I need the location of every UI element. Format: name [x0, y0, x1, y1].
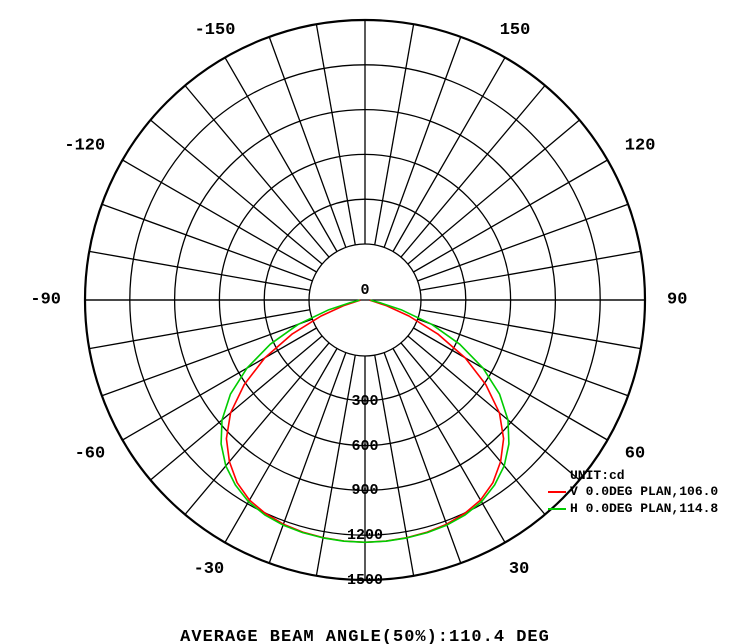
legend-swatch-0 — [548, 491, 566, 493]
polar-chart-container: UNIT:cd V 0.0DEG PLAN,106.0 H 0.0DEG PLA… — [0, 0, 730, 644]
legend-label-1: H 0.0DEG PLAN,114.8 — [570, 501, 718, 517]
radial-tick-900: 900 — [351, 482, 378, 499]
angle-label--150: -150 — [195, 21, 236, 40]
caption: AVERAGE BEAM ANGLE(50%):110.4 DEG — [180, 628, 550, 644]
radial-tick-0: 0 — [360, 282, 369, 299]
angle-label--30: -30 — [194, 560, 225, 579]
angle-label--60: -60 — [75, 444, 106, 463]
radial-tick-1500: 1500 — [347, 572, 383, 589]
polar-chart-svg — [0, 0, 730, 644]
angle-label-30: 30 — [509, 560, 529, 579]
angle-label--90: -90 — [30, 291, 61, 310]
radial-tick-600: 600 — [351, 438, 378, 455]
legend: UNIT:cd V 0.0DEG PLAN,106.0 H 0.0DEG PLA… — [548, 468, 718, 517]
radial-tick-300: 300 — [351, 393, 378, 410]
legend-entry-0: V 0.0DEG PLAN,106.0 — [548, 484, 718, 500]
legend-entry-1: H 0.0DEG PLAN,114.8 — [548, 501, 718, 517]
legend-swatch-1 — [548, 508, 566, 510]
angle-label-60: 60 — [625, 444, 645, 463]
legend-label-0: V 0.0DEG PLAN,106.0 — [570, 484, 718, 500]
legend-title: UNIT:cd — [570, 468, 625, 484]
legend-title-row: UNIT:cd — [548, 468, 718, 484]
angle-label-120: 120 — [625, 137, 656, 156]
radial-tick-1200: 1200 — [347, 527, 383, 544]
angle-label-90: 90 — [667, 291, 687, 310]
angle-label-150: 150 — [500, 21, 531, 40]
angle-label--120: -120 — [64, 137, 105, 156]
